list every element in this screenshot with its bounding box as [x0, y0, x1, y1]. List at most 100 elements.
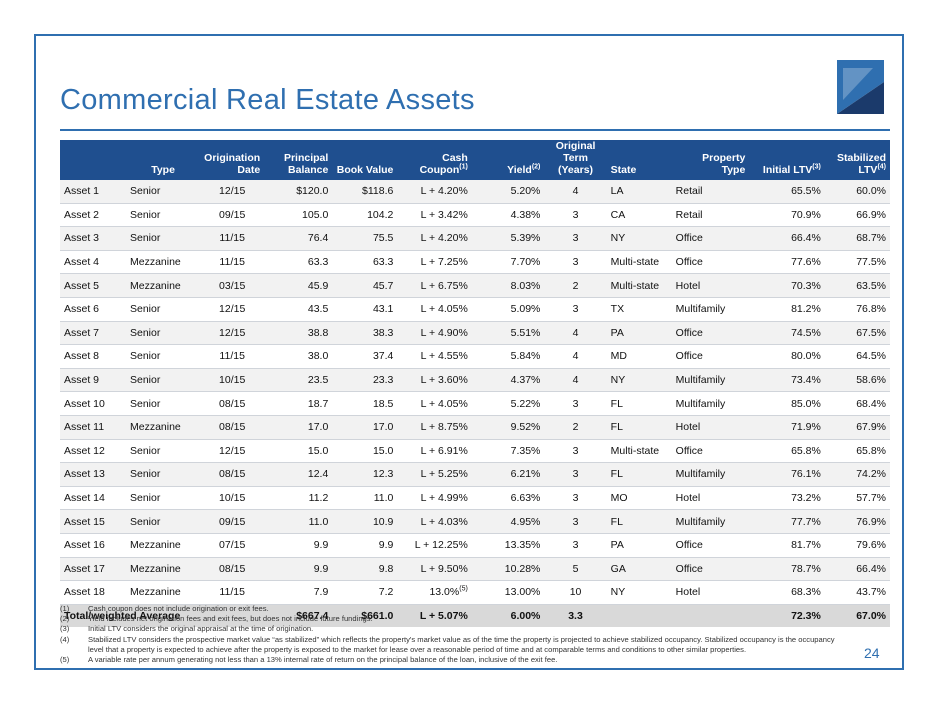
cell-principal: 11.0 — [264, 509, 333, 534]
table-row: Asset 17 Mezzanine 08/15 9.9 9.8 L + 9.50% 10.… — [60, 557, 890, 582]
total-book: $661.0 — [332, 604, 398, 628]
cell-term: 3 — [544, 439, 607, 464]
cell-value: 43.1 — [372, 303, 394, 316]
cell-term: 3 — [544, 226, 607, 251]
cell-value: 3 — [572, 232, 579, 245]
cell-name: Asset 13 — [60, 462, 126, 487]
cell-principal: 15.0 — [264, 439, 333, 464]
cell-ptype: Retail — [671, 203, 750, 228]
cell-value: 4 — [572, 374, 579, 387]
footnotes: (1) Cash coupon does not include originat… — [60, 604, 850, 665]
cell-value: 4 — [572, 185, 579, 198]
cell-yield: 6.21% — [471, 462, 545, 487]
cell-sltv: 58.6% — [824, 368, 890, 393]
table-row: Asset 15 Senior 09/15 11.0 10.9 L + 4.03% 4.95… — [60, 509, 890, 534]
cell-iltv: 73.4% — [749, 368, 825, 393]
cell-value: L + 5.25% — [420, 468, 468, 481]
slide-frame — [34, 34, 904, 670]
cell-coupon: L + 4.20% — [397, 226, 472, 251]
cell-value: Senior — [129, 397, 161, 410]
cell-value: Asset 17 — [64, 562, 105, 575]
cell-value: Multifamily — [675, 515, 726, 528]
cell-iltv: 65.8% — [749, 439, 825, 464]
cell-value: 64.5% — [856, 350, 886, 363]
cell-date: 11/15 — [200, 226, 265, 251]
header-line2: Book Value — [336, 164, 394, 176]
cell-coupon: L + 7.25% — [397, 250, 472, 275]
cell-value: 74.5% — [791, 326, 821, 339]
cell-value: L + 3.60% — [420, 374, 468, 387]
cell-value: Office — [675, 444, 703, 457]
cell-value: 65.8% — [791, 444, 821, 457]
cell-value: 57.7% — [856, 492, 886, 505]
cell-name: Asset 2 — [60, 203, 126, 228]
cell-value: 12/15 — [219, 185, 246, 198]
cell-sltv: 76.8% — [824, 297, 890, 322]
cell-value: 7.9 — [313, 586, 329, 599]
cell-book: 9.9 — [332, 533, 398, 558]
cell-ptype: Hotel — [671, 580, 750, 605]
cell-value: 4.38% — [510, 208, 541, 221]
cell-value: Multi-state — [610, 444, 660, 457]
cell-term: 3 — [544, 462, 607, 487]
cell-date: 08/15 — [200, 557, 265, 582]
cell-yield: 7.70% — [471, 250, 545, 275]
cell-value: 81.2% — [791, 303, 821, 316]
header-line1 — [753, 152, 821, 164]
cell-value: Mezzanine — [129, 539, 181, 552]
cell-type: Mezzanine — [125, 250, 201, 275]
cell-value: 85.0% — [791, 397, 821, 410]
cell-value: CA — [610, 208, 626, 221]
cell-value: NY — [610, 374, 626, 387]
cell-term: 2 — [544, 415, 607, 440]
header-cell: Original Term (Years) — [544, 140, 607, 180]
cell-name: Asset 18 — [60, 580, 126, 605]
cell-value: 17.0 — [307, 421, 329, 434]
cell-value: L + 8.75% — [420, 421, 468, 434]
cell-book: 12.3 — [332, 462, 398, 487]
cell-value: 8.03% — [510, 279, 541, 292]
header-cell: Principal Balance — [264, 140, 333, 180]
header-cell: State — [606, 140, 672, 180]
cell-date: 09/15 — [200, 509, 265, 534]
cell-coupon: L + 4.05% — [397, 297, 472, 322]
cell-ptype: Hotel — [671, 415, 750, 440]
cell-coupon: L + 4.20% — [397, 180, 472, 204]
cell-value: L + 4.20% — [420, 232, 468, 245]
header-line1: Origination — [204, 152, 261, 164]
cell-name: Asset 5 — [60, 273, 126, 298]
total-blank — [671, 604, 750, 628]
cell-value: 63.3 — [307, 256, 329, 269]
cell-name: Asset 7 — [60, 321, 126, 346]
cell-value: 76.8% — [856, 303, 886, 316]
header-line2: (Years) — [548, 164, 602, 176]
cell-iltv: 81.7% — [749, 533, 825, 558]
cell-type: Senior — [125, 180, 201, 204]
cell-ptype: Retail — [671, 180, 750, 204]
cell-value: 9.8 — [378, 562, 394, 575]
cell-value: 38.8 — [307, 326, 329, 339]
cell-principal: 12.4 — [264, 462, 333, 487]
cell-ptype: Office — [671, 344, 750, 369]
cell-value: L + 6.75% — [420, 279, 468, 292]
cell-name: Asset 14 — [60, 486, 126, 511]
header-cell: Cash Coupon(1) — [397, 140, 472, 180]
cell-yield: 4.38% — [471, 203, 545, 228]
cell-value: 12/15 — [219, 326, 246, 339]
cell-date: 10/15 — [200, 486, 265, 511]
cell-value: 11/15 — [219, 586, 245, 599]
cell-value: 45.9 — [307, 279, 329, 292]
cell-value: 13.35% — [504, 539, 541, 552]
total-coupon: L + 5.07% — [397, 604, 472, 628]
cell-ptype: Multifamily — [671, 368, 750, 393]
cell-value: $120.0 — [296, 185, 329, 198]
cell-iltv: 65.5% — [749, 180, 825, 204]
cell-value: L + 4.03% — [420, 515, 468, 528]
header-footnote-ref: (3) — [812, 163, 821, 171]
cell-term: 3 — [544, 533, 607, 558]
cell-principal: 45.9 — [264, 273, 333, 298]
cell-value: Mezzanine — [129, 256, 181, 269]
cell-value: 10 — [569, 586, 582, 599]
cell-ptype: Multifamily — [671, 297, 750, 322]
cell-term: 5 — [544, 557, 607, 582]
